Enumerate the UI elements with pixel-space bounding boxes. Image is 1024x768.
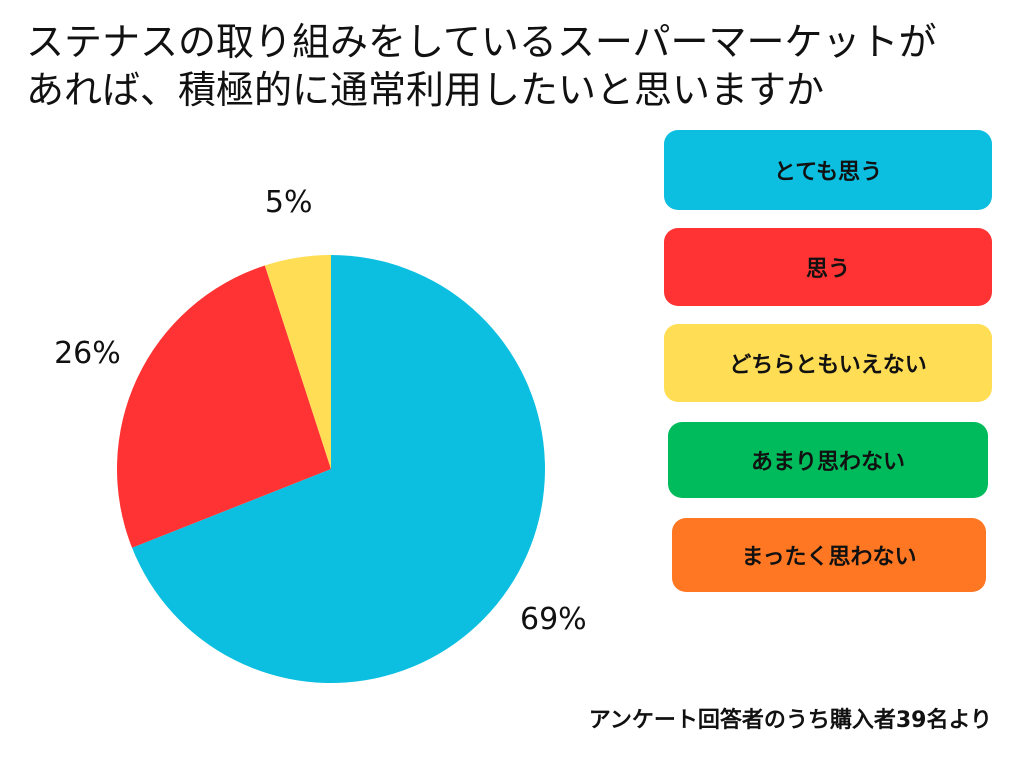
- legend-item-agree: 思う: [664, 228, 992, 306]
- pie-slice-very-much: [132, 255, 545, 683]
- legend-item-very-much: とても思う: [664, 130, 992, 210]
- legend-item-strongly-disagree: まったく思わない: [672, 518, 986, 592]
- chart-title: ステナスの取り組みをしているスーパーマーケットが あれば、積極的に通常利用したい…: [26, 18, 986, 114]
- legend-item-neutral: どちらともいえない: [664, 324, 992, 402]
- pie-slice-agree: [117, 265, 331, 548]
- chart-title-line2: あれば、積極的に通常利用したいと思いますか: [26, 68, 825, 112]
- pie-slice-neutral: [264, 255, 331, 469]
- slice-label-very-much: 69%: [519, 602, 587, 638]
- slice-label-neutral: 5%: [264, 185, 313, 221]
- legend-item-disagree: あまり思わない: [668, 422, 988, 498]
- slice-label-agree: 26%: [54, 336, 121, 372]
- footnote: アンケート回答者のうち購入者39名より: [588, 708, 992, 733]
- chart-title-line1: ステナスの取り組みをしているスーパーマーケットが: [26, 20, 937, 64]
